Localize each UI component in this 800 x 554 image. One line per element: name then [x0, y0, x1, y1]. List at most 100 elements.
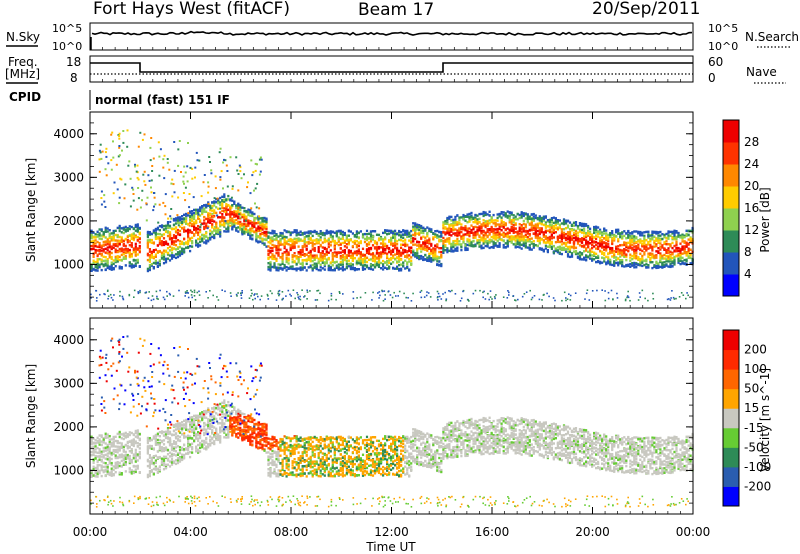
power-cell: [498, 245, 501, 248]
power-cell: [112, 236, 115, 239]
power-cell: [448, 223, 451, 227]
power-cell: [371, 256, 375, 260]
power-cell: [132, 227, 135, 231]
power-cell: [254, 187, 257, 190]
power-cell: [627, 263, 630, 266]
power-cell: [593, 236, 596, 239]
power-cell: [361, 254, 365, 257]
power-cell: [546, 249, 549, 253]
power-cell: [460, 235, 463, 239]
power-cell: [203, 227, 206, 231]
power-cell: [536, 229, 539, 233]
power-cell: [351, 266, 354, 269]
power-cell: [544, 237, 547, 241]
power-cell: [460, 245, 463, 249]
power-cell: [195, 231, 198, 234]
power-cell: [480, 247, 483, 250]
power-cell: [217, 216, 220, 219]
power-cell: [223, 216, 226, 219]
power-cell: [576, 231, 580, 234]
power-cell: [311, 267, 314, 270]
power-cell: [104, 206, 107, 208]
power-cell: [528, 234, 531, 237]
power-cell: [269, 266, 272, 269]
power-cell: [315, 256, 318, 259]
power-cell: [231, 217, 234, 220]
power-cell: [534, 229, 537, 232]
power-cell: [478, 243, 481, 246]
power-cell: [416, 252, 419, 255]
power-cell: [305, 247, 308, 250]
power-cell: [663, 253, 666, 257]
power-cell: [170, 239, 174, 242]
power-cell: [247, 208, 250, 211]
power-cell: [544, 247, 547, 250]
power-cell: [667, 257, 670, 260]
power-cell: [147, 174, 150, 177]
power-cell: [398, 256, 401, 259]
power-cell: [222, 222, 225, 225]
power-cell: [482, 234, 485, 238]
power-cell: [528, 243, 531, 247]
power-cell: [293, 267, 296, 271]
power-cell: [261, 238, 264, 241]
power-cell: [645, 266, 648, 269]
power-cell: [488, 241, 491, 244]
power-cell: [422, 229, 425, 232]
power-cell: [191, 231, 194, 234]
power-cell: [587, 245, 590, 248]
power-cell: [643, 263, 646, 267]
power-cell: [94, 269, 97, 272]
power-cell: [410, 237, 413, 240]
power-cell: [166, 222, 170, 226]
power-cell: [257, 218, 260, 221]
power-cell: [675, 237, 678, 241]
power-cell: [178, 229, 182, 233]
power-cell: [655, 250, 658, 253]
power-cell: [651, 256, 654, 259]
power-cell: [104, 168, 107, 171]
power-cell: [580, 228, 584, 232]
power-cell: [219, 176, 222, 179]
power-cell: [574, 246, 578, 249]
power-cell: [578, 223, 582, 227]
power-cell: [518, 226, 521, 229]
power-cell: [572, 250, 576, 253]
power-cell: [623, 255, 626, 258]
power-cell: [671, 246, 674, 250]
power-cell: [183, 226, 186, 229]
power-cell: [558, 245, 561, 249]
power-cell: [526, 230, 529, 233]
power-cell: [219, 216, 222, 219]
power-cell: [287, 266, 290, 270]
power-cell: [152, 255, 155, 259]
power-cell: [468, 218, 471, 221]
power-cell: [524, 213, 527, 216]
power-cell: [560, 236, 563, 239]
power-cell: [408, 257, 411, 261]
power-cell: [536, 225, 539, 228]
power-cell: [432, 256, 435, 260]
power-cell: [548, 238, 551, 241]
power-cell: [659, 245, 662, 248]
power-cell: [273, 234, 276, 237]
power-cell: [134, 225, 137, 228]
power-cell: [136, 236, 139, 239]
power-cell: [178, 251, 182, 254]
power-cell: [303, 253, 306, 256]
power-cell: [418, 224, 421, 227]
power-cell: [230, 206, 233, 209]
power-cell: [311, 241, 314, 244]
power-cell: [347, 238, 350, 241]
power-cell: [333, 242, 336, 245]
power-cell: [214, 175, 217, 178]
power-cell: [394, 258, 397, 261]
power-cell: [238, 164, 241, 167]
power-cell: [621, 243, 624, 247]
power-cell: [166, 247, 170, 250]
power-cell: [357, 248, 360, 251]
power-cell: [595, 252, 598, 256]
power-cell: [554, 224, 557, 227]
power-cell: [377, 233, 381, 237]
power-cell: [576, 238, 580, 241]
